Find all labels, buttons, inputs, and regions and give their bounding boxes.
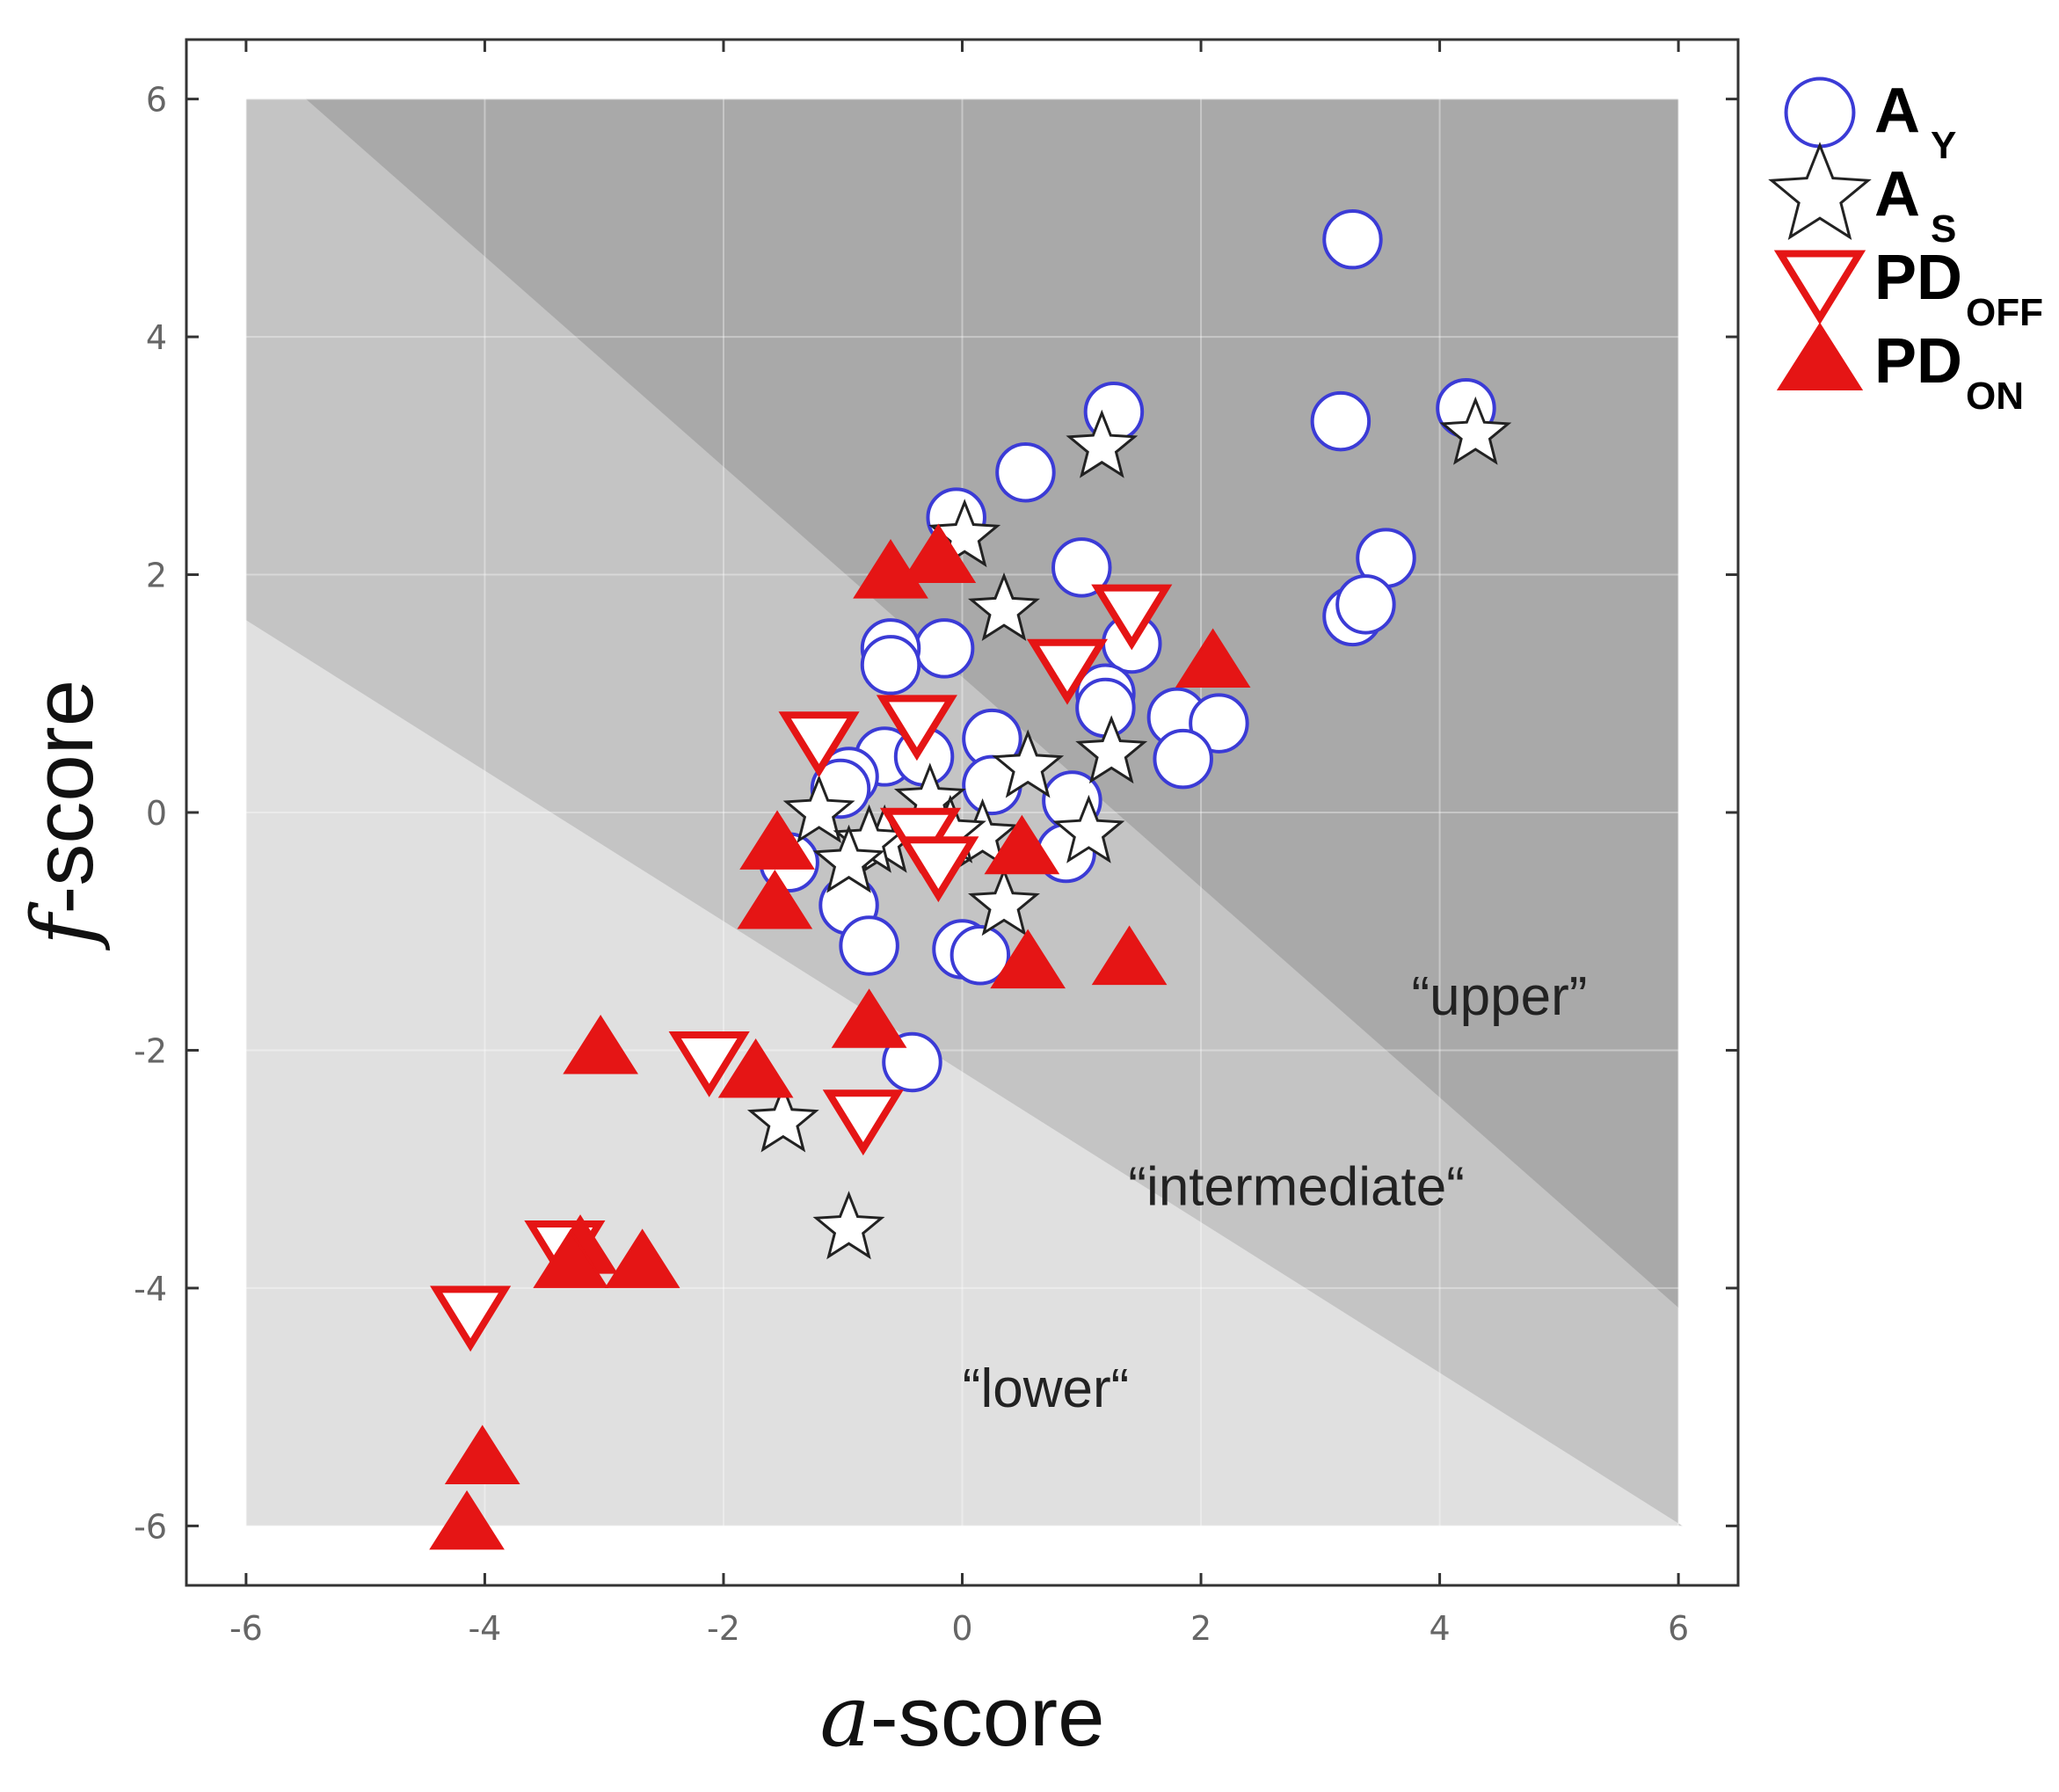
data-point-a-s [1052, 794, 1125, 863]
region-label-lower: “lower“ [963, 1359, 1129, 1419]
data-point-a-y [1310, 390, 1371, 452]
legend-marker-pd-off [1773, 250, 1866, 325]
y-tick-label: 4 [146, 318, 167, 357]
data-point-pd-off [1091, 584, 1173, 651]
data-point-pd-on [984, 814, 1060, 875]
x-tick-label: -6 [229, 1609, 263, 1648]
y-tick-label: 2 [146, 557, 167, 595]
data-point-a-y [1322, 208, 1383, 270]
data-point-a-s [968, 572, 1040, 642]
data-markers [429, 208, 1512, 1550]
data-point-pd-on [737, 869, 813, 929]
x-tick-label: -2 [707, 1609, 740, 1648]
data-point-a-y [995, 442, 1056, 503]
data-point-pd-off [778, 711, 860, 778]
data-point-pd-on [1175, 628, 1251, 688]
legend-marker-pd-on [1776, 322, 1864, 391]
legend-item-pd-on: PDON [1776, 322, 2024, 418]
data-point-pd-on [533, 1228, 609, 1288]
legend-label-pd-on: PDON [1874, 326, 2024, 418]
legend-item-pd-off: PDOFF [1773, 243, 2043, 334]
data-point-pd-on [831, 988, 907, 1048]
x-tick-label: 6 [1668, 1609, 1689, 1648]
legend-label-pd-off: PDOFF [1874, 243, 2043, 334]
data-point-a-s [1066, 409, 1139, 478]
data-point-a-y [1189, 693, 1249, 754]
region-label-intermediate: “intermediate“ [1128, 1156, 1464, 1217]
data-point-a-s [812, 1191, 885, 1260]
data-point-a-y [839, 915, 899, 976]
data-point-a-y [860, 635, 921, 696]
y-tick-label: -6 [134, 1507, 167, 1546]
data-point-pd-on [604, 1228, 680, 1288]
data-point-a-s [968, 867, 1040, 936]
legend-label-main: PD [1874, 243, 1962, 313]
data-point-pd-on [900, 523, 977, 583]
x-tick-label: 0 [951, 1609, 972, 1648]
region-label-upper: “upper” [1412, 966, 1588, 1027]
y-axis-label: f-score [14, 680, 113, 951]
x-tick-label: 4 [1429, 1609, 1450, 1648]
data-point-a-s [992, 729, 1065, 798]
data-point-pd-off [668, 1031, 750, 1097]
data-point-pd-off [898, 836, 979, 903]
y-tick-label: -2 [134, 1031, 167, 1070]
y-tick-label: 0 [146, 794, 167, 833]
data-point-a-y [949, 925, 1011, 986]
data-point-a-y [882, 1031, 942, 1093]
data-point-pd-on [853, 539, 928, 599]
x-axis-label-italic: a [820, 1667, 870, 1766]
region-labels: “lower“ “intermediate“ “upper” [963, 966, 1588, 1419]
data-point-a-s [1439, 396, 1512, 465]
legend-label-main: A [1874, 76, 1920, 146]
y-tick-label: 6 [146, 81, 167, 120]
y-tick-label: -4 [134, 1270, 167, 1308]
x-axis-label-rest: -score [870, 1670, 1105, 1764]
data-point-pd-on [429, 1490, 505, 1550]
data-point-pd-on [1091, 925, 1168, 986]
legend-label-subscript: OFF [1966, 291, 2043, 334]
y-axis-label-rest: -score [17, 680, 111, 914]
data-point-a-y [1335, 574, 1396, 635]
x-tick-label: 2 [1190, 1609, 1211, 1648]
data-point-pd-off [822, 1089, 904, 1156]
data-point-a-y [1051, 537, 1112, 598]
x-tick-label: -4 [468, 1609, 501, 1648]
legend-label-subscript: S [1931, 208, 1956, 251]
data-point-pd-on [739, 810, 815, 870]
data-point-a-s [746, 1083, 819, 1153]
data-point-pd-off [1026, 638, 1109, 705]
legend-label-subscript: Y [1931, 124, 1956, 167]
series-a-s [746, 396, 1512, 1260]
data-point-pd-on [990, 929, 1066, 989]
data-point-a-s [928, 499, 1001, 568]
data-point-a-y [1075, 677, 1136, 739]
series-pd-off [430, 584, 1173, 1352]
data-point-a-s [1075, 715, 1148, 784]
data-point-a-y [913, 618, 975, 679]
data-point-pd-on [444, 1424, 520, 1485]
legend-label-main: PD [1874, 326, 1962, 397]
data-point-pd-off [430, 1286, 512, 1352]
legend-label-subscript: ON [1966, 375, 2024, 418]
data-point-pd-on [563, 1014, 638, 1074]
legend-marker-a-y [1784, 76, 1856, 149]
data-point-pd-on [717, 1038, 794, 1098]
data-point-a-s [812, 824, 885, 893]
legend-marker-a-s [1768, 142, 1872, 240]
legend-label-main: A [1874, 159, 1920, 229]
axis-ticks: -6 -4 -2 0 2 4 6 -6 -4 -2 0 2 4 6 [134, 40, 1738, 1648]
data-point-pd-off [876, 695, 957, 761]
series-pd-on [429, 523, 1251, 1550]
x-axis-label: a-score [820, 1667, 1105, 1766]
data-point-a-s [782, 774, 855, 843]
data-point-a-y [1153, 728, 1213, 790]
